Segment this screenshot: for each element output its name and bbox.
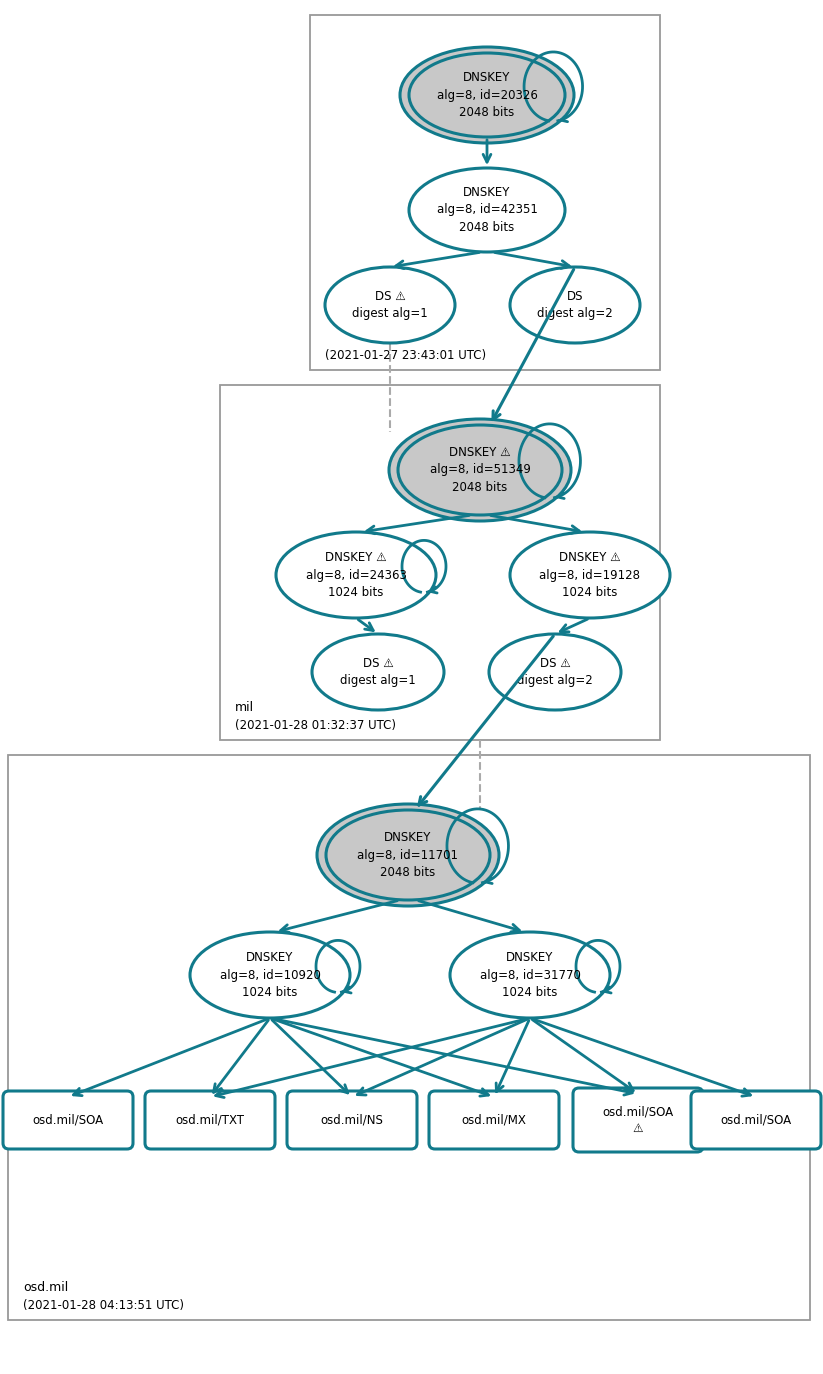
Text: DS
digest alg=2: DS digest alg=2 [537,290,613,320]
Ellipse shape [325,267,455,344]
Ellipse shape [190,932,350,1018]
Text: osd.mil/TXT: osd.mil/TXT [175,1113,244,1127]
Ellipse shape [510,267,640,344]
FancyBboxPatch shape [310,15,660,370]
Text: osd.mil/SOA: osd.mil/SOA [720,1113,792,1127]
Text: DNSKEY
alg=8, id=10920
1024 bits: DNSKEY alg=8, id=10920 1024 bits [220,951,320,999]
Ellipse shape [510,532,670,618]
FancyBboxPatch shape [691,1091,821,1149]
Text: osd.mil/SOA
⚠: osd.mil/SOA ⚠ [602,1105,673,1135]
Text: DNSKEY
alg=8, id=42351
2048 bits: DNSKEY alg=8, id=42351 2048 bits [436,185,537,234]
Text: (2021-01-27 23:43:01 UTC): (2021-01-27 23:43:01 UTC) [325,349,486,361]
Ellipse shape [450,932,610,1018]
Text: DNSKEY ⚠
alg=8, id=19128
1024 bits: DNSKEY ⚠ alg=8, id=19128 1024 bits [540,551,640,599]
Ellipse shape [326,811,490,900]
FancyBboxPatch shape [429,1091,559,1149]
Ellipse shape [409,168,565,251]
Ellipse shape [400,47,574,143]
Text: DNSKEY ⚠
alg=8, id=51349
2048 bits: DNSKEY ⚠ alg=8, id=51349 2048 bits [430,447,531,495]
FancyBboxPatch shape [573,1088,703,1151]
Text: (2021-01-28 04:13:51 UTC): (2021-01-28 04:13:51 UTC) [23,1298,184,1312]
Text: DS ⚠
digest alg=1: DS ⚠ digest alg=1 [352,290,428,320]
Text: DS ⚠
digest alg=1: DS ⚠ digest alg=1 [340,657,416,687]
Ellipse shape [317,804,499,905]
Text: osd.mil/MX: osd.mil/MX [462,1113,527,1127]
Text: DNSKEY ⚠
alg=8, id=24363
1024 bits: DNSKEY ⚠ alg=8, id=24363 1024 bits [305,551,407,599]
FancyBboxPatch shape [145,1091,275,1149]
Ellipse shape [389,419,571,521]
Text: mil: mil [235,701,254,714]
Text: DS ⚠
digest alg=2: DS ⚠ digest alg=2 [517,657,593,687]
FancyBboxPatch shape [3,1091,133,1149]
FancyBboxPatch shape [8,754,810,1320]
Ellipse shape [398,425,562,515]
Ellipse shape [409,54,565,137]
Text: osd.mil/NS: osd.mil/NS [321,1113,384,1127]
Text: osd.mil/SOA: osd.mil/SOA [32,1113,104,1127]
FancyBboxPatch shape [220,385,660,741]
FancyBboxPatch shape [287,1091,417,1149]
Text: DNSKEY
alg=8, id=11701
2048 bits: DNSKEY alg=8, id=11701 2048 bits [357,831,458,879]
Ellipse shape [276,532,436,618]
Text: osd.mil: osd.mil [23,1281,68,1294]
Ellipse shape [489,633,621,710]
Text: (2021-01-28 01:32:37 UTC): (2021-01-28 01:32:37 UTC) [235,719,396,732]
Ellipse shape [312,633,444,710]
Text: DNSKEY
alg=8, id=31770
1024 bits: DNSKEY alg=8, id=31770 1024 bits [480,951,580,999]
Text: DNSKEY
alg=8, id=20326
2048 bits: DNSKEY alg=8, id=20326 2048 bits [436,71,537,120]
